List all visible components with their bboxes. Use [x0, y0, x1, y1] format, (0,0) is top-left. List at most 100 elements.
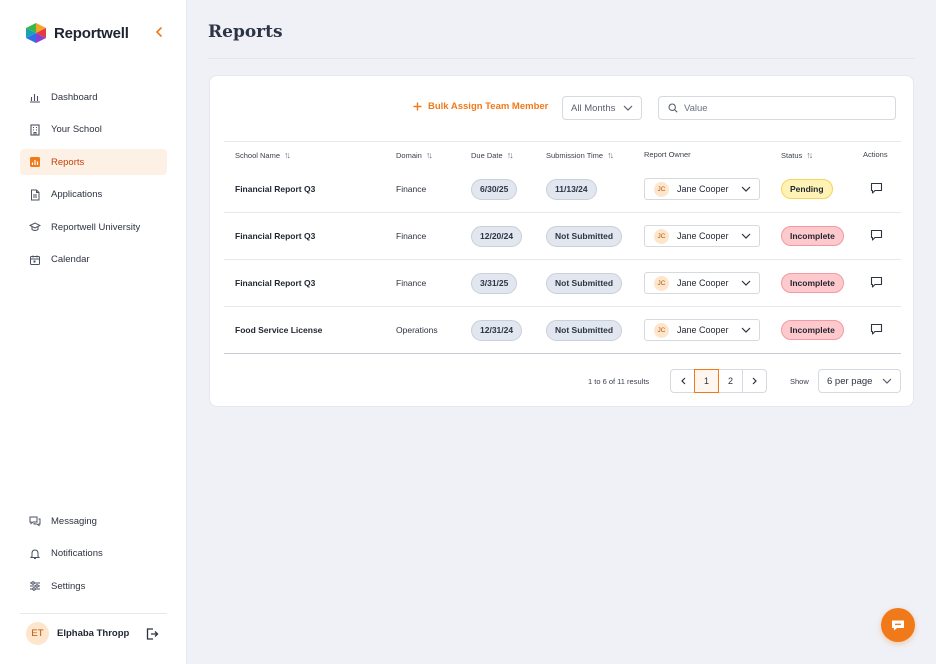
status-cell: Incomplete [781, 213, 844, 259]
status-badge: Incomplete [781, 226, 844, 246]
sidebar-item-settings[interactable]: Settings [20, 573, 167, 599]
column-header-status[interactable]: Status ↑↓ [781, 150, 813, 160]
column-header-submission-time[interactable]: Submission Time ↑↓ [546, 150, 614, 160]
domain-cell: Finance [396, 231, 427, 241]
chevron-down-icon [741, 327, 751, 333]
next-page-button[interactable] [742, 369, 767, 393]
column-header-school-name[interactable]: School Name ↑↓ [235, 150, 291, 160]
owner-avatar: JC [654, 275, 669, 291]
sidebar-item-reports[interactable]: Reports [20, 149, 167, 175]
submission-time-pill: Not Submitted [546, 272, 623, 294]
domain-cell: Operations [396, 325, 438, 335]
owner-name: Jane Cooper [677, 325, 729, 335]
previous-page-button[interactable] [670, 369, 695, 393]
page-button-1[interactable]: 1 [694, 369, 719, 393]
avatar: ET [26, 622, 49, 645]
report-owner-select[interactable]: JC Jane Cooper [644, 272, 760, 294]
sliders-icon [30, 581, 40, 591]
show-label: Show [790, 377, 809, 386]
chat-bubbles-icon [29, 516, 41, 527]
column-label: Submission Time [546, 150, 604, 160]
brand[interactable]: Reportwell [24, 22, 129, 44]
graduation-cap-icon [29, 222, 41, 231]
sidebar-item-label: Messaging [51, 515, 97, 527]
column-label: Domain [396, 150, 422, 160]
due-date-pill: 3/31/25 [471, 272, 518, 294]
sidebar-item-label: Dashboard [51, 91, 98, 103]
due-date-pill: 12/31/24 [471, 319, 523, 341]
chevron-down-icon [741, 186, 751, 192]
owner-name: Jane Cooper [677, 231, 729, 241]
column-header-domain[interactable]: Domain ↑↓ [396, 150, 433, 160]
table-row: Financial Report Q3 Finance 3/31/25 Not … [224, 260, 901, 307]
submission-time-pill: Not Submitted [546, 319, 623, 341]
report-owner-select[interactable]: JC Jane Cooper [644, 178, 760, 200]
due-date-cell: 12/31/24 [471, 307, 523, 353]
owner-avatar: JC [654, 181, 669, 197]
domain-cell: Finance [396, 184, 427, 194]
sidebar-item-label: Your School [51, 124, 102, 135]
owner-avatar: JC [654, 322, 669, 338]
sidebar-item-reportwell-university[interactable]: Reportwell University [20, 214, 167, 240]
bar-chart-icon [30, 94, 40, 103]
chat-support-button[interactable] [881, 608, 915, 642]
due-date-cell: 12/20/24 [471, 213, 523, 259]
school-name-cell: Financial Report Q3 [235, 184, 316, 194]
column-label: Status [781, 150, 803, 160]
logout-icon[interactable] [145, 627, 159, 641]
building-icon [30, 123, 40, 136]
bar-chart-icon [30, 157, 40, 167]
status-cell: Incomplete [781, 260, 844, 306]
submission-time-cell: 11/13/24 [546, 166, 597, 212]
page-button-2[interactable]: 2 [718, 369, 743, 393]
comment-icon[interactable] [870, 323, 883, 336]
reports-card: Bulk Assign Team Member All Months Schoo… [209, 75, 914, 407]
status-badge: Incomplete [781, 273, 844, 293]
sidebar-item-dashboard[interactable]: Dashboard [20, 84, 167, 110]
user-profile[interactable]: ET Elphaba Thropp [26, 622, 129, 645]
sidebar-item-messaging[interactable]: Messaging [20, 508, 167, 534]
sidebar-item-calendar[interactable]: Calendar [20, 247, 167, 273]
sidebar-item-notifications[interactable]: Notifications [20, 541, 167, 567]
sort-icon: ↑↓ [284, 150, 291, 160]
status-cell: Incomplete [781, 307, 844, 353]
column-header-report-owner: Report Owner [644, 150, 691, 159]
months-filter-select[interactable]: All Months [562, 96, 642, 120]
search-input[interactable] [684, 102, 884, 114]
chevron-down-icon [882, 378, 892, 384]
school-name-cell: Food Service License [235, 325, 323, 335]
comment-icon[interactable] [870, 182, 883, 195]
comment-icon[interactable] [870, 229, 883, 242]
status-badge: Incomplete [781, 320, 844, 340]
user-name: Elphaba Thropp [57, 628, 130, 639]
sort-icon: ↑↓ [607, 150, 614, 160]
due-date-pill: 12/20/24 [471, 225, 523, 247]
search-box [658, 96, 896, 120]
sidebar-item-label: Notifications [51, 548, 103, 559]
table-row: Financial Report Q3 Finance 6/30/25 11/1… [224, 166, 901, 213]
report-owner-select[interactable]: JC Jane Cooper [644, 225, 760, 247]
column-header-due-date[interactable]: Due Date ↑↓ [471, 150, 514, 160]
sidebar: Reportwell Dashboard Your School Reports… [0, 0, 187, 664]
report-owner-select[interactable]: JC Jane Cooper [644, 319, 760, 341]
column-label: Report Owner [644, 150, 691, 159]
per-page-select[interactable]: 6 per page [818, 369, 901, 393]
status-badge: Pending [781, 179, 833, 199]
bulk-assign-button[interactable]: Bulk Assign Team Member [413, 101, 548, 112]
owner-name: Jane Cooper [677, 184, 729, 194]
comment-icon[interactable] [870, 276, 883, 289]
column-header-actions: Actions [863, 150, 888, 159]
sidebar-item-applications[interactable]: Applications [20, 182, 167, 208]
months-filter-value: All Months [571, 102, 616, 114]
table-header: School Name ↑↓ Domain ↑↓ Due Date ↑↓ Submis… [224, 141, 901, 167]
chevron-right-icon [752, 377, 757, 385]
collapse-sidebar-button[interactable] [151, 24, 167, 40]
submission-time-pill: 11/13/24 [546, 178, 597, 200]
school-name-cell: Financial Report Q3 [235, 231, 316, 241]
owner-name: Jane Cooper [677, 278, 729, 288]
search-icon [668, 103, 678, 113]
sidebar-item-your-school[interactable]: Your School [20, 117, 167, 143]
sort-icon: ↑↓ [806, 150, 813, 160]
bell-icon [29, 548, 41, 559]
chevron-down-icon [741, 233, 751, 239]
